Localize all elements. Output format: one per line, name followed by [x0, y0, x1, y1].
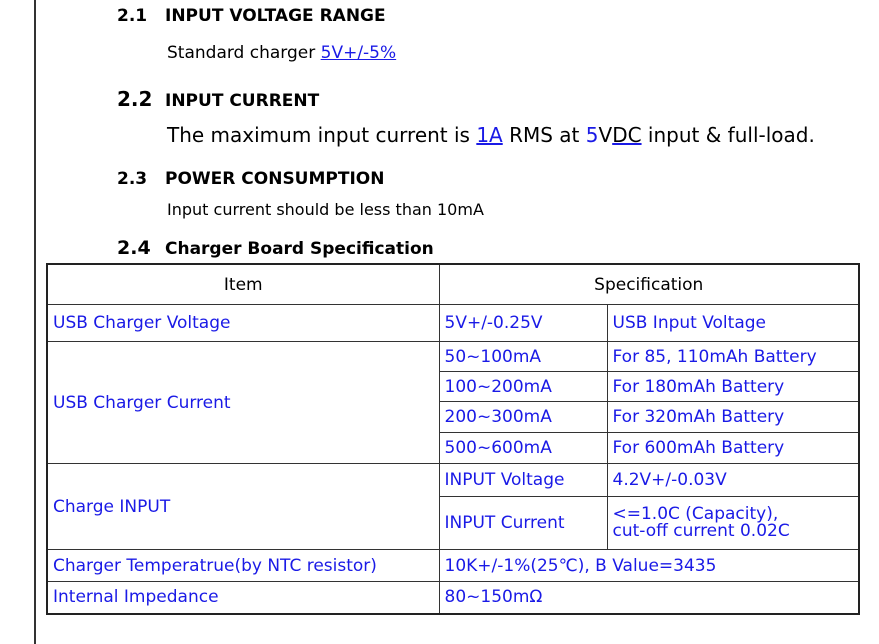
- table-row: Internal Impedance 80~150mΩ: [46, 581, 860, 614]
- header-item: Item: [46, 263, 440, 305]
- table-row: INPUT Current <=1.0C (Capacity), cut-off c…: [47, 496, 860, 550]
- para-2-1: Standard charger 5V+/-5%: [167, 43, 397, 63]
- current-link[interactable]: 1A: [476, 123, 503, 147]
- heading-2-1: 2.1 INPUT VOLTAGE RANGE: [117, 6, 386, 26]
- table-row: Charger Temperatrue(by NTC resistor) 10K+…: [46, 549, 860, 582]
- table-row: Charge INPUT INPUT Voltage 4.2V+/-0.03V: [46, 463, 860, 550]
- table-row: USB Charger Current 50~100mA For 85, 110mA…: [46, 341, 860, 464]
- para-2-2: The maximum input current is 1A RMS at 5…: [167, 123, 815, 147]
- para-2-3: Input current should be less than 10mA: [167, 200, 484, 219]
- spec-table: Item Specification USB Charger Voltage 5V+…: [46, 263, 860, 615]
- table-row: 200~300mA For 320mAh Battery: [47, 401, 860, 433]
- table-row: 100~200mA For 180mAh Battery: [47, 371, 860, 402]
- table-row: 500~600mA For 600mAh Battery: [47, 432, 860, 464]
- heading-2-2: 2.2 INPUT CURRENT: [117, 87, 320, 111]
- heading-2-4: 2.4 Charger Board Specification: [117, 237, 434, 259]
- margin-line: [34, 0, 36, 644]
- heading-2-3: 2.3 POWER CONSUMPTION: [117, 169, 385, 189]
- voltage-link[interactable]: 5V+/-5%: [320, 43, 397, 63]
- header-spec: Specification: [438, 263, 860, 305]
- table-row: USB Charger Voltage 5V+/-0.25V USB Input V…: [46, 304, 860, 342]
